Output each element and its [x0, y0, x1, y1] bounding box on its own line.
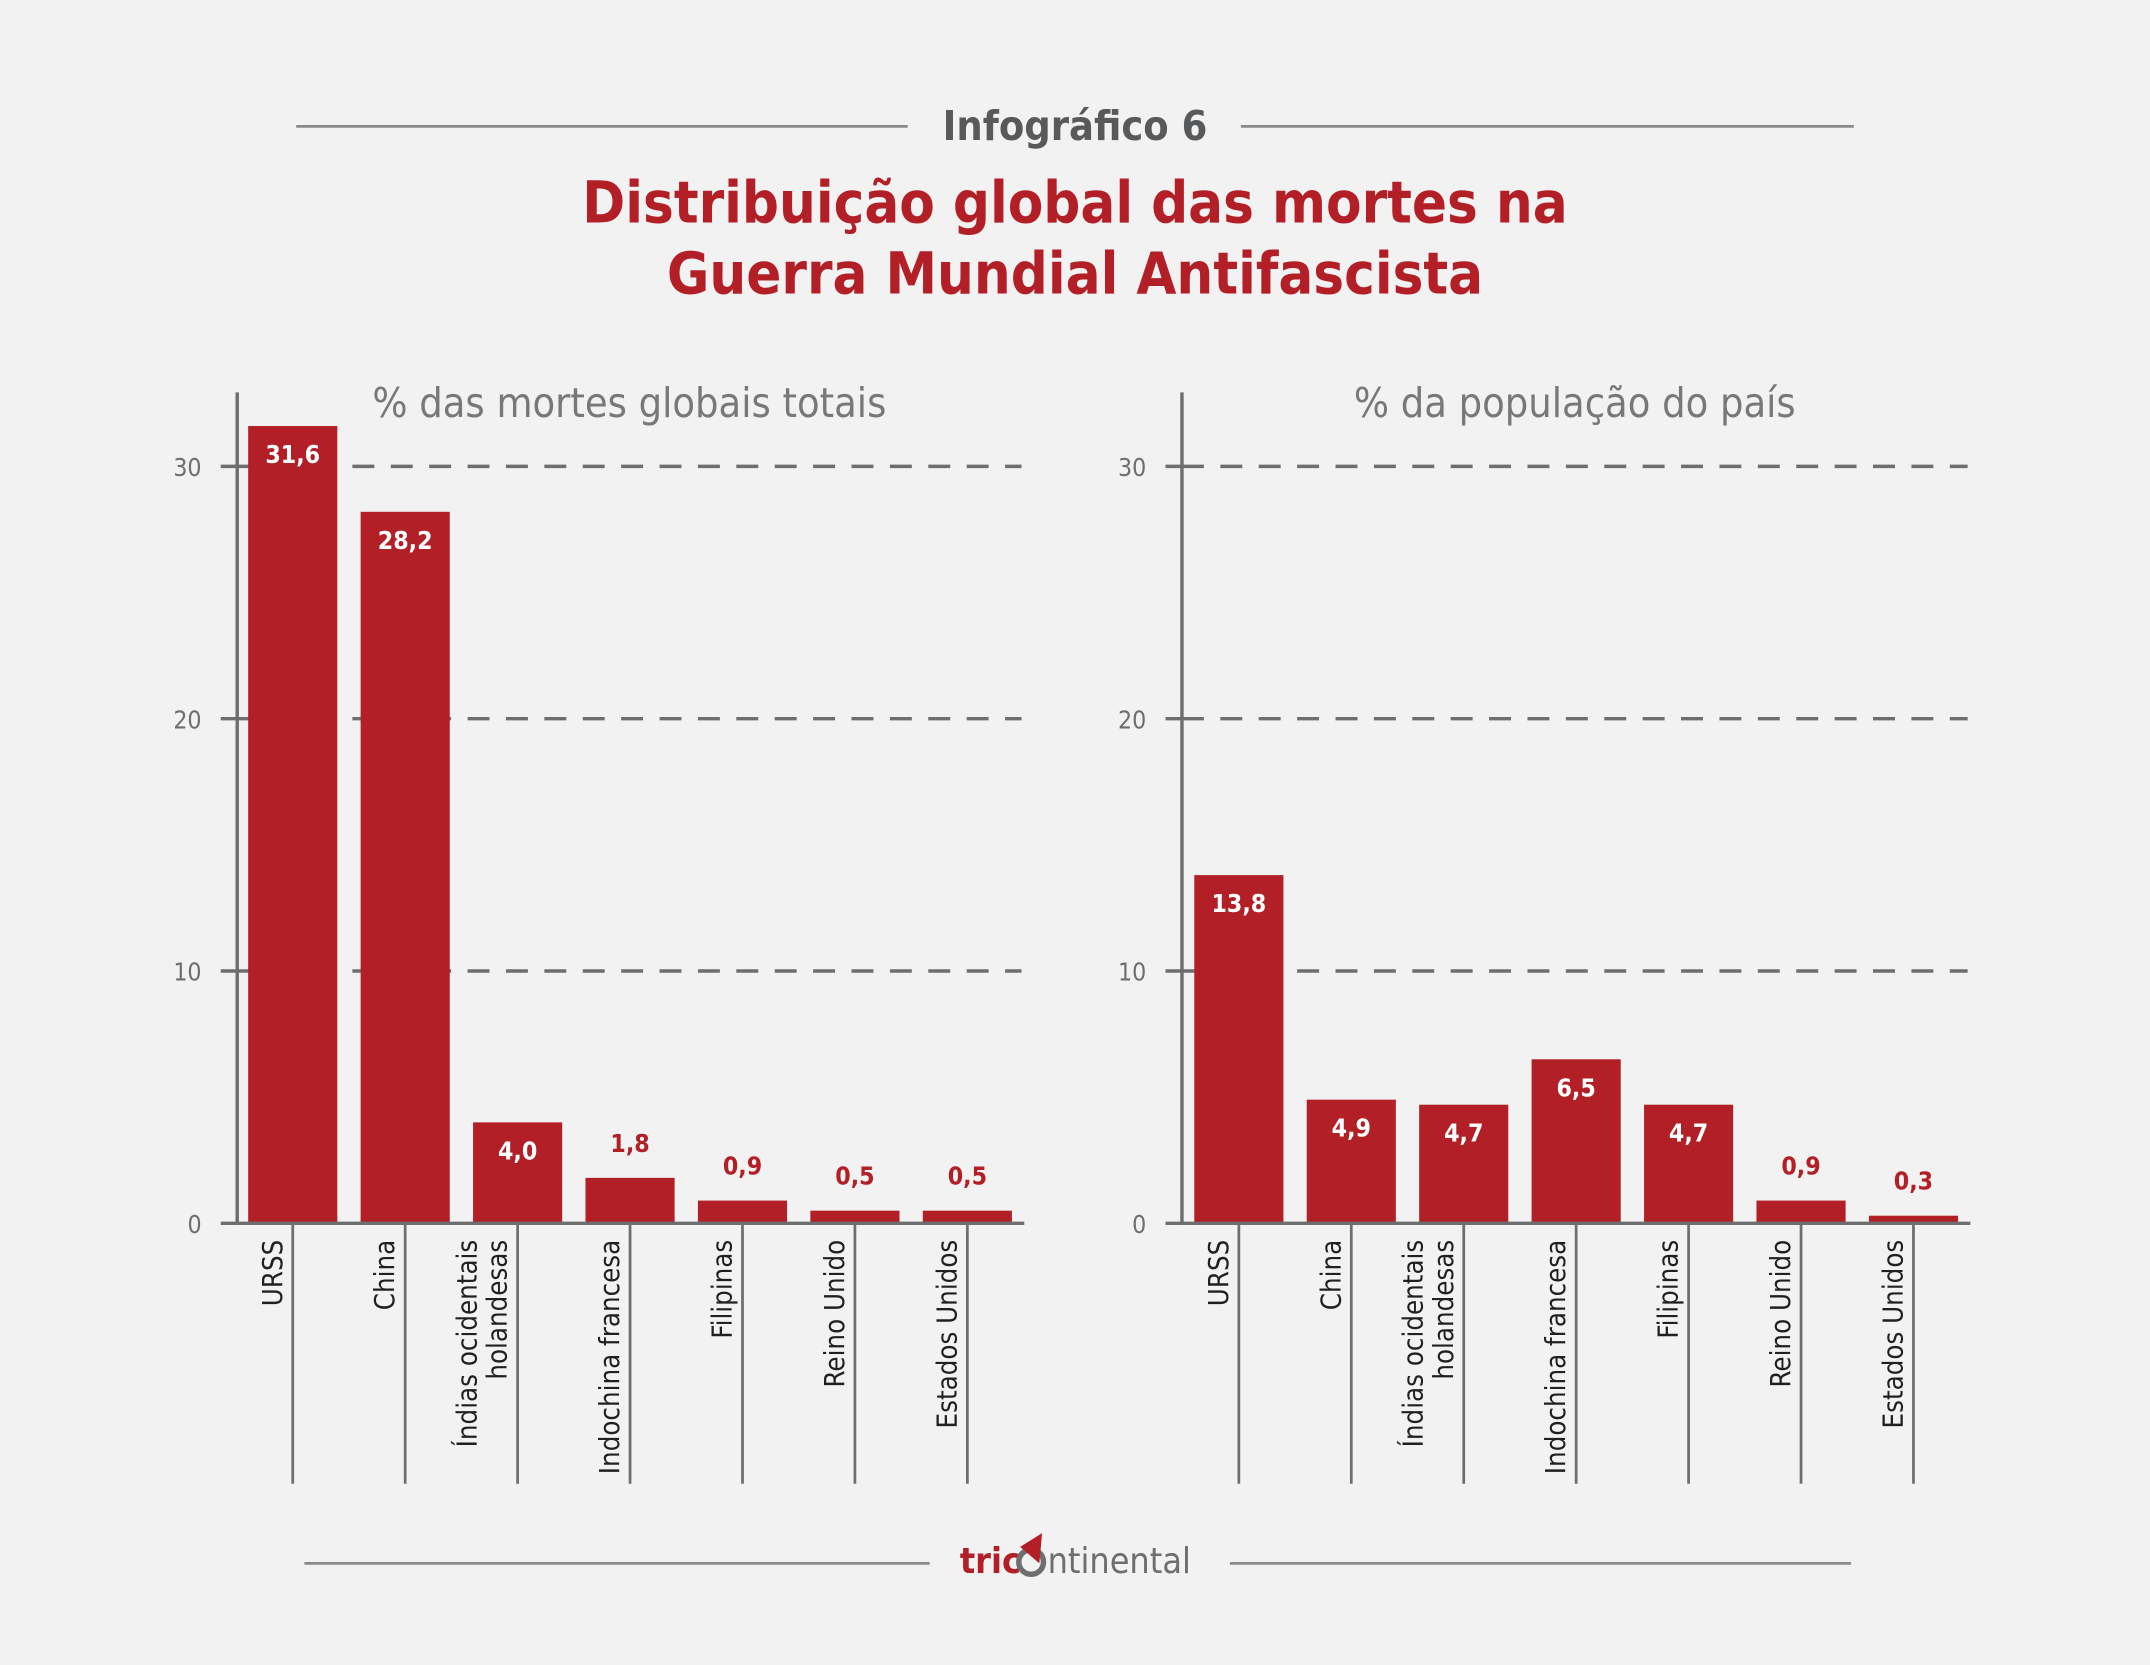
chart-title: % das mortes globais totais [372, 379, 886, 427]
svg-text:tric: tric [960, 1541, 1021, 1582]
data-label: 0,5 [835, 1162, 874, 1191]
category-label: Estados Unidos [1879, 1240, 1910, 1429]
y-tick-label: 20 [173, 705, 201, 734]
data-label: 4,7 [1669, 1119, 1708, 1148]
data-label: 4,0 [498, 1136, 537, 1165]
category-label: Estados Unidos [932, 1240, 963, 1429]
title-line-2: Guerra Mundial Antifascista [667, 241, 1483, 308]
svg-text:ntinental: ntinental [1048, 1541, 1191, 1582]
data-label: 1,8 [610, 1129, 649, 1158]
data-label: 4,7 [1444, 1119, 1483, 1148]
bar-0 [248, 426, 338, 1224]
category-label: Reino Unido [1766, 1240, 1797, 1388]
y-tick-label: 20 [1118, 705, 1146, 734]
bar-6 [1868, 1215, 1959, 1224]
bar-0 [1194, 875, 1284, 1224]
y-tick-label: 30 [1118, 453, 1146, 482]
data-label: 0,3 [1894, 1167, 1933, 1196]
bar-2 [473, 1122, 563, 1224]
bar-2 [1419, 1104, 1509, 1224]
category-label: China [1316, 1240, 1347, 1310]
data-label: 0,5 [948, 1162, 987, 1191]
bar-3 [585, 1177, 675, 1224]
category-label: Filipinas [708, 1240, 739, 1339]
y-tick-label: 0 [1132, 1210, 1146, 1239]
category-label: Reino Unido [820, 1240, 851, 1388]
data-label: 28,2 [378, 526, 433, 555]
category-label: Filipinas [1654, 1240, 1685, 1339]
y-tick-label: 10 [1118, 958, 1146, 987]
tricontinental-logo: tric ntinental [960, 1533, 1191, 1582]
kicker: Infográfico 6 [943, 102, 1208, 150]
category-label: Índias ocidentais [1398, 1240, 1430, 1448]
category-label: Índias ocidentais [451, 1240, 483, 1448]
bar-4 [697, 1200, 788, 1224]
category-label: Indochina francesa [1541, 1240, 1572, 1474]
y-tick-label: 0 [187, 1210, 201, 1239]
category-label: China [370, 1240, 401, 1310]
y-tick-label: 30 [173, 453, 201, 482]
category-label: URSS [258, 1240, 289, 1307]
title-line-1: Distribuição global das mortes na [582, 169, 1567, 236]
bar-5 [810, 1210, 900, 1224]
bar-6 [922, 1210, 1012, 1224]
category-label: holandesas [1429, 1240, 1460, 1380]
data-label: 31,6 [265, 440, 320, 469]
category-label: URSS [1204, 1240, 1235, 1307]
data-label: 13,8 [1211, 889, 1266, 918]
bar-5 [1756, 1200, 1846, 1224]
chart-title: % da população do país [1354, 379, 1796, 427]
category-label: holandesas [483, 1240, 514, 1380]
bar-1 [360, 511, 450, 1224]
data-label: 6,5 [1556, 1073, 1595, 1102]
data-label: 0,9 [723, 1152, 762, 1181]
category-label: Indochina francesa [595, 1240, 626, 1474]
bar-4 [1644, 1104, 1734, 1224]
y-tick-label: 10 [173, 958, 201, 987]
bar-1 [1306, 1099, 1396, 1224]
chart-global-deaths: % das mortes globais totais 0 10 20 30 31,6 UR… [173, 379, 1025, 1484]
bar-3 [1531, 1059, 1621, 1224]
data-label: 4,9 [1332, 1114, 1371, 1143]
chart-population-share: % da população do país 0 10 20 30 13,8 URSS 4,9… [1118, 379, 1971, 1484]
data-label: 0,9 [1781, 1152, 1820, 1181]
